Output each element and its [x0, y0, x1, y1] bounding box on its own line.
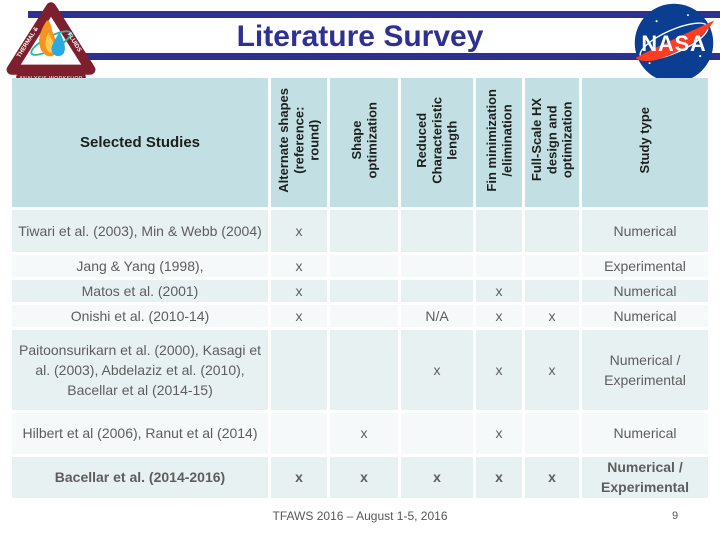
mark-cell: [271, 413, 327, 454]
table-row: Hilbert et al (2006), Ranut et al (2014)…: [12, 413, 708, 454]
mark-cell: N/A: [401, 305, 473, 327]
mark-cell: x: [271, 457, 327, 498]
column-header-study-type: Study type: [582, 78, 708, 207]
mark-cell: x: [401, 457, 473, 498]
corner-header-selected-studies: Selected Studies: [12, 78, 268, 207]
study-type-cell: Numerical / Experimental: [582, 330, 708, 410]
study-type-cell: Numerical: [582, 280, 708, 302]
mark-cell: x: [271, 305, 327, 327]
column-header-alternate-shapes: Alternate shapes (reference: round): [271, 78, 327, 207]
page-title: Literature Survey: [236, 20, 484, 53]
header-rule-top: [28, 11, 720, 18]
mark-cell: [271, 330, 327, 410]
mark-cell: x: [476, 413, 522, 454]
footer-text: TFAWS 2016 – August 1-5, 2016: [272, 509, 448, 523]
mark-cell: [401, 255, 473, 277]
study-type-cell: Numerical / Experimental: [582, 457, 708, 498]
column-header-fin-minimization: Fin minimization /elimination: [476, 78, 522, 207]
table-row: Paitoonsurikarn et al. (2000), Kasagi et…: [12, 330, 708, 410]
mark-cell: x: [271, 255, 327, 277]
header-rule-bottom: [28, 53, 720, 60]
study-type-cell: Numerical: [582, 210, 708, 252]
mark-cell: [401, 210, 473, 252]
star-icon: [686, 14, 689, 17]
mark-cell: x: [476, 280, 522, 302]
study-cell: Jang & Yang (1998),: [12, 255, 268, 277]
study-cell: Tiwari et al. (2003), Min & Webb (2004): [12, 210, 268, 252]
nasa-logo: NASA: [634, 3, 715, 83]
column-header-shape-optimization: Shape optimization: [330, 78, 398, 207]
mark-cell: x: [525, 330, 579, 410]
mark-cell: [525, 280, 579, 302]
mark-cell: x: [271, 280, 327, 302]
table-row: Tiwari et al. (2003), Min & Webb (2004) …: [12, 210, 708, 252]
mark-cell: x: [330, 413, 398, 454]
mark-cell: [525, 413, 579, 454]
column-header-label: Reduced Characteristic length: [414, 96, 460, 184]
study-cell: Matos et al. (2001): [12, 280, 268, 302]
star-icon: [699, 55, 702, 58]
mark-cell: [401, 280, 473, 302]
column-header-label: Study type: [637, 106, 653, 174]
star-icon: [655, 20, 658, 23]
column-header-reduced-characteristic-length: Reduced Characteristic length: [401, 78, 473, 207]
table-row: Matos et al. (2001) x x Numerical: [12, 280, 708, 302]
mark-cell: [525, 210, 579, 252]
page-number: 9: [671, 510, 679, 522]
mark-cell: [476, 210, 522, 252]
mark-cell: [330, 305, 398, 327]
table-row-highlighted: Bacellar et al. (2014-2016) x x x x x Nu…: [12, 457, 708, 498]
mark-cell: x: [525, 305, 579, 327]
nasa-swoosh: [635, 20, 715, 62]
column-header-label: Full-Scale HX design and optimization: [529, 98, 575, 182]
mark-cell: x: [330, 457, 398, 498]
mark-cell: [330, 210, 398, 252]
mark-cell: [525, 255, 579, 277]
mark-cell: [476, 255, 522, 277]
nasa-wordmark: NASA: [641, 31, 706, 56]
literature-survey-table: Selected Studies Alternate shapes (refer…: [9, 75, 711, 501]
table-row: Onishi et al. (2010-14) x N/A x x Numeri…: [12, 305, 708, 327]
study-cell: Bacellar et al. (2014-2016): [12, 457, 268, 498]
study-cell: Paitoonsurikarn et al. (2000), Kasagi et…: [12, 330, 268, 410]
mark-cell: x: [525, 457, 579, 498]
study-type-cell: Numerical: [582, 413, 708, 454]
mark-cell: [401, 413, 473, 454]
study-type-cell: Numerical: [582, 305, 708, 327]
mark-cell: x: [271, 210, 327, 252]
mark-cell: [330, 280, 398, 302]
table-row: Jang & Yang (1998), x Experimental: [12, 255, 708, 277]
mark-cell: x: [476, 305, 522, 327]
star-icon: [648, 62, 651, 65]
header-row: Selected Studies Alternate shapes (refer…: [12, 78, 708, 207]
mark-cell: x: [401, 330, 473, 410]
mark-cell: [330, 255, 398, 277]
column-header-full-scale-hx: Full-Scale HX design and optimization: [525, 78, 579, 207]
mark-cell: x: [476, 457, 522, 498]
column-header-label: Shape optimization: [348, 101, 379, 179]
column-header-label: Alternate shapes (reference: round): [276, 87, 322, 193]
column-header-label: Fin minimization /elimination: [483, 88, 514, 192]
water-drop-icon: [51, 32, 65, 57]
study-cell: Onishi et al. (2010-14): [12, 305, 268, 327]
mark-cell: x: [476, 330, 522, 410]
mark-cell: [330, 330, 398, 410]
study-type-cell: Experimental: [582, 255, 708, 277]
study-cell: Hilbert et al (2006), Ranut et al (2014): [12, 413, 268, 454]
